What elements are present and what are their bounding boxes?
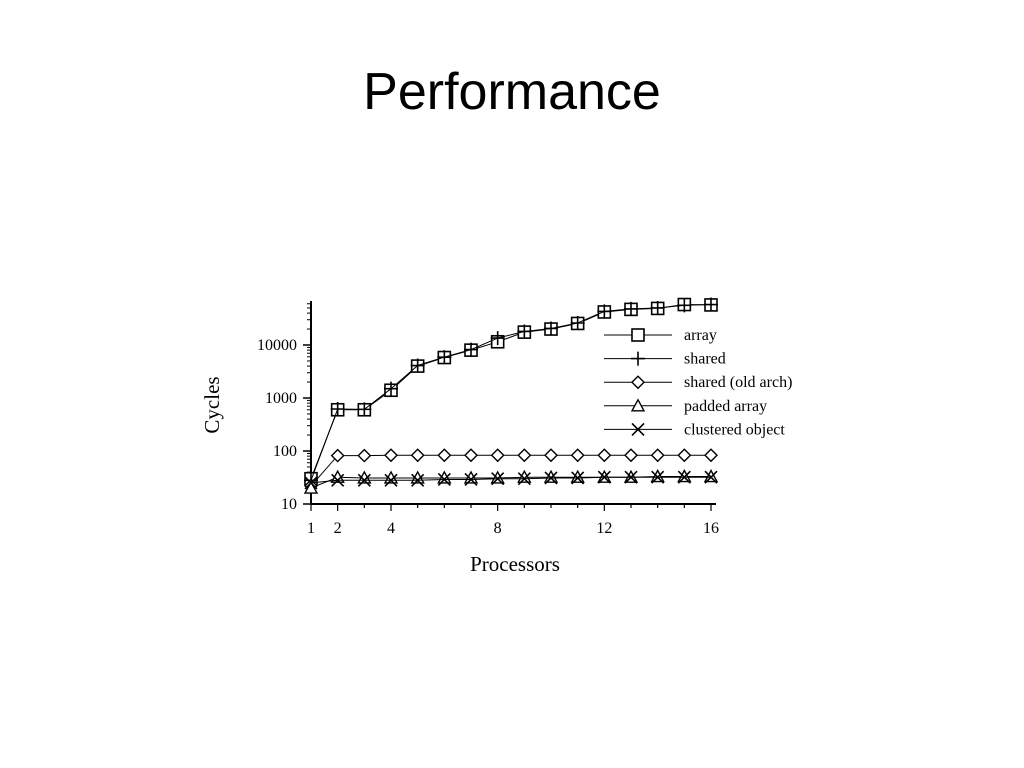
legend-marker [631, 328, 645, 342]
x-tick-label: 2 [334, 520, 342, 537]
legend-entry-shared: shared [604, 351, 726, 368]
data-point-shared-old-arch [677, 448, 692, 463]
data-point-clustered-object [464, 472, 478, 487]
data-point-padded-array [463, 470, 479, 484]
data-point-clustered-object [597, 470, 611, 484]
data-point-clustered-object [304, 476, 318, 490]
legend-label: clustered object [684, 421, 785, 438]
data-point-padded-array [703, 469, 719, 483]
data-point-shared [330, 402, 345, 417]
y-tick-label: 10000 [257, 337, 297, 354]
data-point-padded-array [570, 469, 585, 483]
data-point-padded-array [543, 469, 559, 483]
x-tick-label: 12 [596, 520, 612, 537]
data-point-shared [410, 358, 425, 373]
y-tick-label: 1000 [265, 390, 297, 407]
chart-legend: array shared shared (old arch) padded array… [604, 327, 792, 438]
data-point-padded-array [490, 470, 505, 484]
legend-marker [630, 398, 646, 412]
series-line-shared [310, 304, 712, 481]
legend-marker [631, 375, 645, 390]
data-point-shared [437, 350, 452, 365]
series-line-clustered-object [310, 476, 711, 484]
x-tick-label: 8 [494, 520, 502, 537]
legend-marker [631, 351, 645, 366]
chart-plot-area [303, 297, 719, 494]
series-shared [304, 297, 718, 488]
data-point-shared [357, 402, 372, 417]
data-point-clustered-object [517, 472, 531, 486]
data-point-padded-array [677, 469, 692, 483]
series-line-array [310, 303, 712, 479]
data-point-clustered-object [384, 473, 398, 487]
data-point-clustered-object [651, 470, 665, 484]
data-point-shared-old-arch [464, 448, 478, 463]
x-tick-label: 1 [307, 520, 315, 537]
data-point-shared [677, 298, 692, 313]
data-point-shared [624, 301, 638, 316]
data-point-clustered-object [677, 470, 691, 484]
data-point-shared [544, 321, 558, 336]
slide-title: Performance [363, 63, 661, 121]
data-point-shared [464, 342, 478, 357]
legend-entry-clustered-object: clustered object [604, 421, 785, 438]
data-point-shared [490, 331, 505, 346]
data-point-shared-old-arch [517, 448, 532, 463]
x-tick-label: 16 [703, 520, 719, 537]
x-tick-label: 4 [387, 520, 395, 537]
data-point-padded-array [650, 469, 665, 483]
legend-entry-padded-array: padded array [604, 398, 767, 415]
data-point-clustered-object [491, 472, 505, 486]
data-point-shared-old-arch [570, 448, 585, 463]
y-tick-label: 100 [273, 443, 297, 460]
data-point-shared-old-arch [490, 448, 505, 463]
legend-entry-array: array [604, 327, 717, 344]
x-axis-title: Processors [470, 552, 560, 576]
legend-label: shared (old arch) [684, 374, 792, 391]
data-point-shared-old-arch [544, 448, 558, 463]
data-point-clustered-object [437, 472, 451, 487]
data-point-shared-old-arch [357, 448, 372, 463]
legend-label: padded array [684, 398, 767, 415]
series-shared-old-arch [304, 448, 718, 493]
data-point-shared [597, 304, 612, 319]
series-line-shared-old-arch [310, 454, 711, 487]
data-point-clustered-object [704, 470, 718, 484]
data-point-clustered-object [331, 473, 345, 487]
data-point-shared-old-arch [624, 448, 638, 463]
y-tick-label: 10 [281, 496, 297, 513]
data-point-shared [570, 316, 585, 331]
data-point-shared-old-arch [704, 448, 718, 463]
data-point-shared [384, 381, 398, 396]
data-point-shared-old-arch [384, 448, 398, 463]
data-point-shared [517, 324, 532, 339]
data-point-clustered-object [411, 473, 425, 487]
data-point-shared-old-arch [330, 448, 345, 463]
series-clustered-object [304, 470, 718, 490]
legend-marker [631, 422, 645, 436]
data-point-shared-old-arch [597, 448, 612, 463]
data-point-shared-old-arch [650, 448, 665, 463]
legend-label: shared [684, 351, 726, 368]
data-point-shared [704, 297, 718, 312]
data-point-clustered-object [544, 471, 558, 485]
data-point-padded-array [437, 470, 452, 484]
data-point-clustered-object [357, 473, 371, 487]
data-point-shared-old-arch [437, 448, 452, 463]
data-point-clustered-object [624, 470, 638, 484]
data-point-clustered-object [571, 471, 585, 485]
y-axis-title: Cycles [200, 376, 224, 433]
data-point-shared-old-arch [410, 448, 425, 463]
legend-entry-shared-old-arch: shared (old arch) [604, 374, 792, 391]
data-point-shared [650, 300, 665, 315]
data-point-padded-array [303, 480, 319, 494]
legend-label: array [684, 327, 717, 344]
